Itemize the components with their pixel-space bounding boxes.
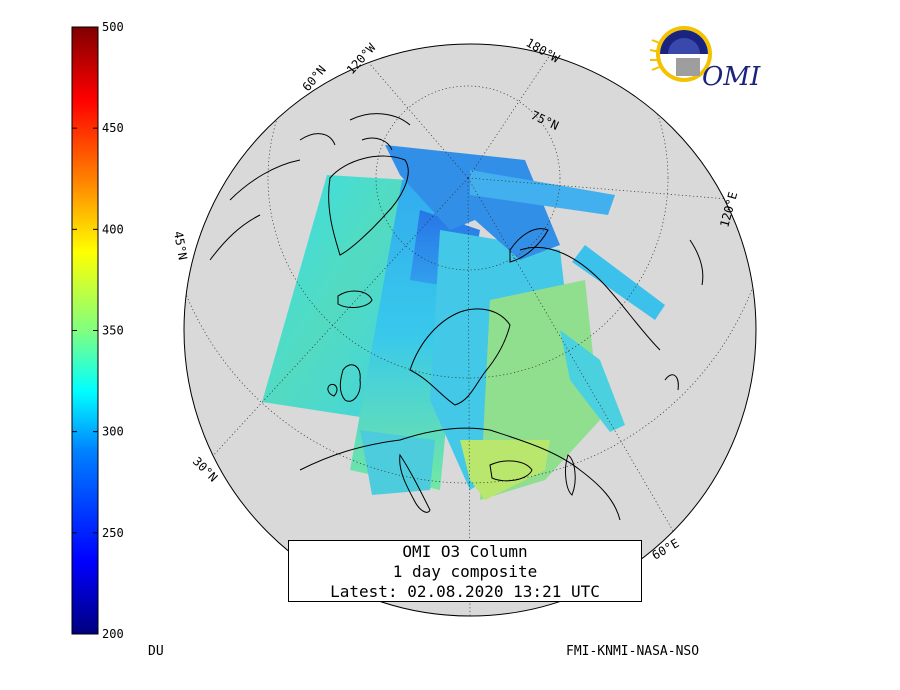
coast-russia-arctic <box>519 246 661 351</box>
info-box: OMI O3 Column 1 day composite Latest: 02… <box>288 540 642 602</box>
colorbar-tick-label: 350 <box>102 324 124 338</box>
unit-label: DU <box>148 644 164 659</box>
coast-scandinavia <box>409 308 511 406</box>
swath-russia <box>560 330 625 432</box>
omi-logo-icon <box>649 26 712 82</box>
colorbar-tick-label: 500 <box>102 20 124 34</box>
swath-black-sea <box>460 440 550 500</box>
coast-novaya-zemlya <box>509 228 549 263</box>
coast-iceland <box>337 290 373 308</box>
coastlines <box>209 113 704 521</box>
coast-east-asia <box>664 239 704 391</box>
coast-british-isles <box>327 364 361 402</box>
meridian-e <box>199 177 469 471</box>
coast-caspian <box>564 454 576 496</box>
graticule <box>184 44 756 616</box>
coast-europe-mainland <box>299 427 621 521</box>
info-line-latest: Latest: 02.08.2020 13:21 UTC <box>330 582 600 601</box>
meridian-c <box>467 177 741 201</box>
colorbar: 500 450 400 350 300 250 200 <box>71 20 124 641</box>
swath-far-east <box>572 245 665 320</box>
swath-italy <box>360 430 435 495</box>
parallel-60n <box>267 44 669 379</box>
colorbar-tick-label: 250 <box>102 526 124 540</box>
colorbar-tick-label: 400 <box>102 222 124 236</box>
colorbar-tick-label: 200 <box>102 627 124 641</box>
coast-black-sea <box>489 460 533 482</box>
swath-siberia <box>470 170 615 215</box>
coast-italy <box>399 453 431 513</box>
credit-label: FMI-KNMI-NASA-NSO <box>566 644 700 659</box>
omi-logo-text: OMI <box>702 62 761 92</box>
info-line-composite: 1 day composite <box>392 562 538 581</box>
info-line-title: OMI O3 Column <box>402 542 528 561</box>
parallel-75n <box>375 85 561 271</box>
label-45n: 45°N <box>171 230 190 261</box>
swath-arctic-fan <box>385 145 560 260</box>
coast-north-america <box>209 159 301 261</box>
ozone-swaths <box>262 145 665 500</box>
coast-greenland <box>328 155 409 256</box>
coast-canada-archipelago <box>299 113 411 151</box>
colorbar-tick-label: 300 <box>102 425 124 439</box>
colorbar-tick-label: 450 <box>102 121 124 135</box>
